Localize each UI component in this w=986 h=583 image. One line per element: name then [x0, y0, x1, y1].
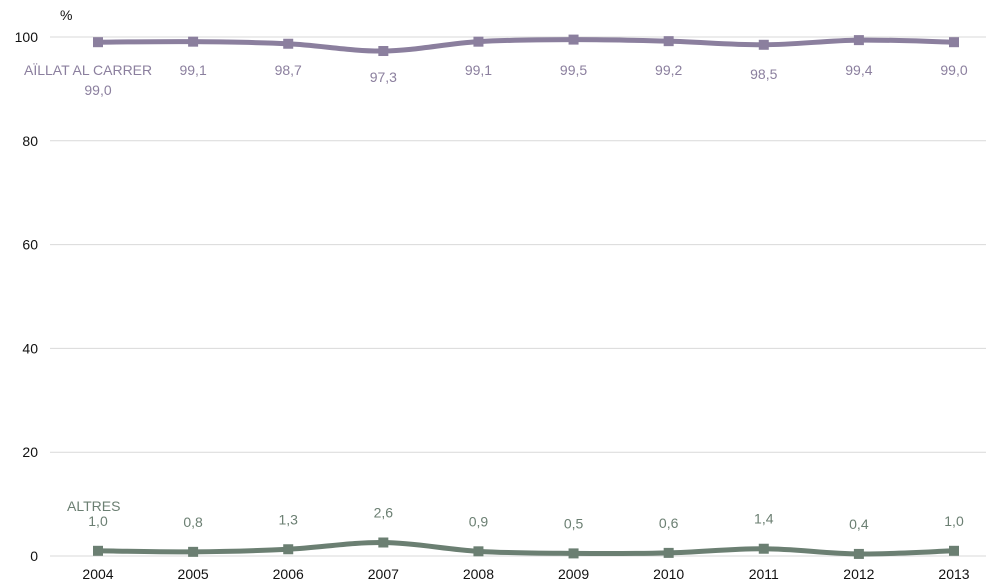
x-tick-label: 2012: [843, 566, 874, 582]
y-tick-label: 100: [15, 29, 39, 45]
y-tick-label: 40: [22, 340, 38, 356]
data-labels: 99,0 99,1 98,7 97,3 99,1 99,5 99,2 98,5 99,4 99,0…: [24, 62, 968, 532]
x-tick-label: 2007: [368, 566, 399, 582]
x-tick-label: 2004: [82, 566, 113, 582]
data-point-marker: [568, 34, 579, 45]
data-label: 0,6: [659, 515, 679, 531]
data-point-marker: [758, 39, 769, 50]
x-tick-label: 2011: [749, 566, 779, 582]
y-axis-unit-label: %: [60, 7, 72, 23]
data-point-marker: [568, 548, 579, 559]
y-tick-label: 0: [30, 548, 38, 564]
x-tick-label: 2010: [653, 566, 684, 582]
data-point-marker: [663, 547, 674, 558]
data-label: 98,5: [750, 66, 777, 82]
data-point-marker: [853, 35, 864, 46]
gridlines: [50, 36, 986, 557]
data-point-marker: [473, 546, 484, 557]
x-tick-label: 2005: [178, 566, 209, 582]
x-tick-label: 2013: [938, 566, 969, 582]
data-label: 0,8: [183, 514, 203, 530]
data-point-marker: [949, 545, 959, 556]
series-name-label: ALTRES: [67, 498, 120, 514]
x-tick-label: 2008: [463, 566, 494, 582]
data-label: 1,4: [754, 511, 774, 527]
data-label: 2,6: [374, 505, 394, 521]
data-point-marker: [473, 36, 484, 47]
series-line: [95, 540, 957, 557]
data-label: 99,0: [84, 82, 111, 98]
x-axis-ticks: 2004 2005 2006 2007 2008 2009 2010 2011 2012 2013: [82, 566, 969, 582]
data-point-marker: [188, 546, 199, 557]
x-tick-label: 2009: [558, 566, 589, 582]
data-label: 97,3: [370, 69, 397, 85]
data-label: 1,0: [944, 513, 964, 529]
y-tick-label: 20: [22, 444, 38, 460]
data-label: 99,2: [655, 62, 682, 78]
y-tick-label: 60: [22, 237, 38, 253]
data-point-marker: [378, 46, 389, 57]
x-tick-label: 2006: [273, 566, 304, 582]
data-label: 1,0: [88, 513, 108, 529]
data-point-marker: [663, 36, 674, 47]
y-axis-ticks: 0 20 40 60 80 100: [15, 29, 39, 564]
data-point-marker: [378, 537, 389, 548]
data-point-marker: [283, 38, 294, 49]
y-tick-label: 80: [22, 133, 38, 149]
data-label: 99,5: [560, 62, 587, 78]
data-label: 98,7: [275, 62, 302, 78]
data-label: 99,4: [845, 62, 872, 78]
data-label: 99,1: [179, 62, 206, 78]
series-line: [95, 37, 957, 54]
data-label: 99,1: [465, 62, 492, 78]
data-label: 1,3: [278, 511, 298, 527]
series-lines: [93, 34, 959, 559]
data-point-marker: [758, 543, 769, 554]
data-point-marker: [93, 545, 103, 556]
data-point-marker: [949, 37, 959, 48]
data-label: 0,4: [849, 516, 869, 532]
data-point-marker: [283, 544, 294, 555]
data-point-marker: [853, 548, 864, 559]
series-name-label: AÏLLAT AL CARRER: [24, 62, 152, 78]
data-label: 0,5: [564, 515, 584, 531]
data-point-marker: [188, 36, 199, 47]
data-label: 0,9: [469, 513, 489, 529]
data-label: 99,0: [940, 62, 967, 78]
data-point-marker: [93, 37, 103, 48]
